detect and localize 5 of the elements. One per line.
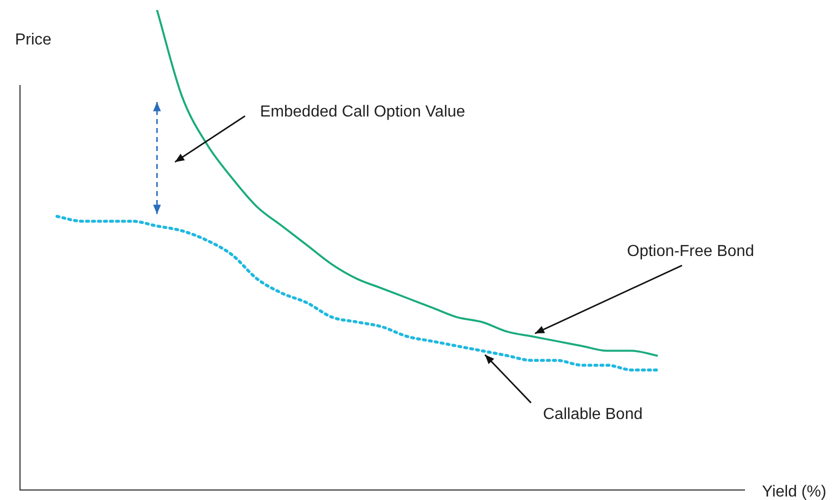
text: Option-Free Bond (627, 242, 754, 260)
text: Callable Bond (543, 406, 643, 424)
annotation: Embedded Call Option Value (260, 103, 466, 120)
text: Yield (%) (762, 483, 826, 500)
y-axis-title: Price (15, 31, 52, 48)
